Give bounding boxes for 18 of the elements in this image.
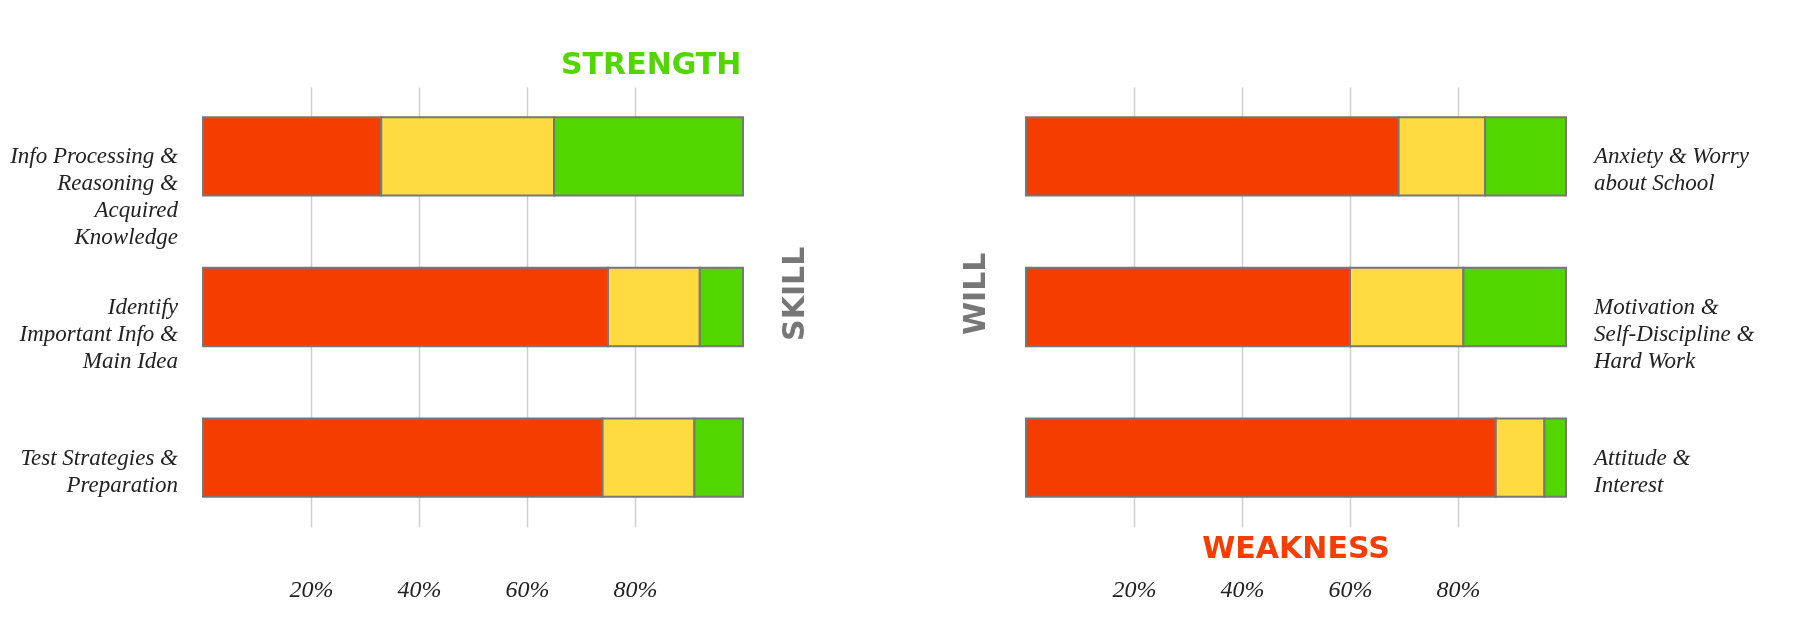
y-tick-label: Motivation & Self-Discipline & Hard Work bbox=[1593, 294, 1755, 373]
text: WILL bbox=[957, 252, 992, 336]
x-tick-label: 40% bbox=[397, 575, 442, 602]
x-tick-label: 80% bbox=[613, 575, 658, 602]
y-tick-label: Attitude & Interest bbox=[1592, 444, 1691, 497]
text: WEAKNESS bbox=[1202, 530, 1390, 565]
x-tick-label: 20% bbox=[289, 575, 334, 602]
y-tick-label: Info Processing & Reasoning & Acquired Knowledge bbox=[9, 143, 179, 250]
y-tick-label: Anxiety & Worry about School bbox=[1592, 143, 1750, 196]
text: SKILL bbox=[776, 246, 811, 341]
text: STRENGTH bbox=[560, 46, 742, 81]
x-tick-label: 60% bbox=[505, 575, 550, 602]
y-tick-label: Identify Important Info & Main Idea bbox=[18, 294, 179, 373]
x-tick-label: 60% bbox=[1328, 575, 1373, 602]
x-tick-label: 40% bbox=[1220, 575, 1265, 602]
x-tick-label: 20% bbox=[1112, 575, 1157, 602]
y-tick-label: Test Strategies & Preparation bbox=[20, 444, 179, 497]
x-tick-label: 80% bbox=[1436, 575, 1481, 602]
